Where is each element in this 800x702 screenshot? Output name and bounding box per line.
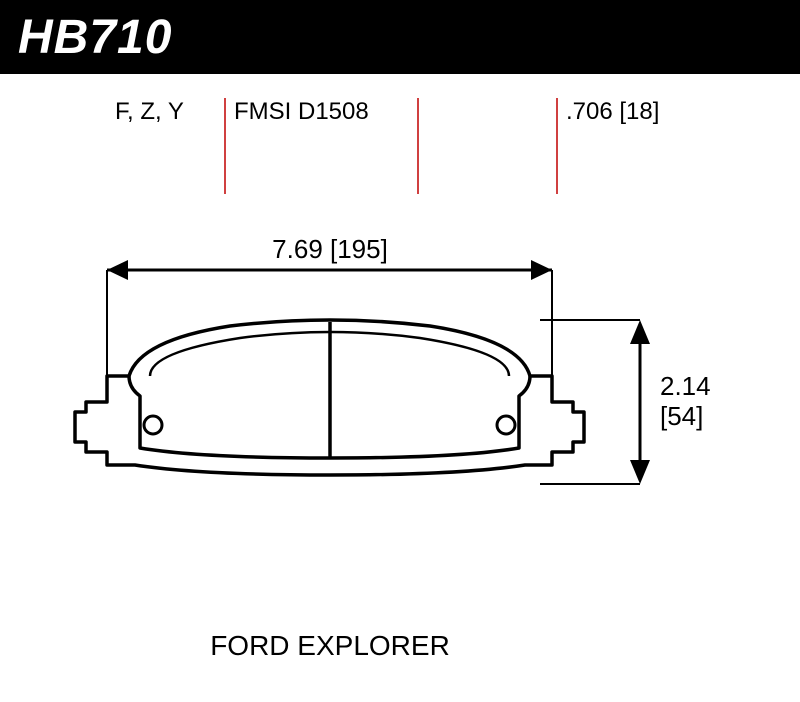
vehicle-label: FORD EXPLORER: [210, 630, 450, 661]
brake-pad-shape: [75, 320, 584, 475]
brake-pad-diagram: 7.69 [195] 2.14 [54] FORD EXPLORER: [0, 0, 800, 702]
height-dim-line1: 2.14: [660, 371, 711, 401]
width-dimension-label: 7.69 [195]: [272, 234, 388, 264]
height-dim-line2: [54]: [660, 401, 703, 431]
